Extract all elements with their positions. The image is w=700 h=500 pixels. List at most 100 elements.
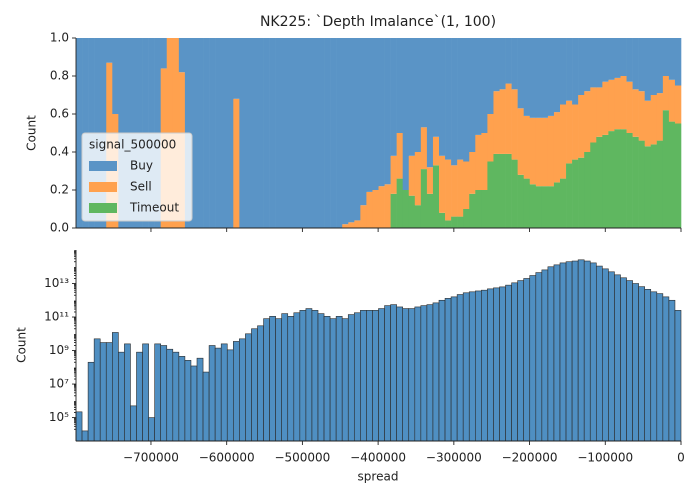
histogram-bar [487, 161, 494, 228]
histogram-bar [463, 161, 470, 209]
histogram-bar [614, 129, 621, 228]
histogram-bar [445, 159, 452, 221]
histogram-bar [311, 38, 319, 228]
histogram-bar [553, 264, 561, 442]
histogram-bar [638, 286, 646, 442]
histogram-bar [251, 38, 258, 228]
histogram-bar [505, 83, 512, 154]
histogram-bar [559, 262, 567, 442]
legend-swatch [89, 203, 117, 213]
histogram-bar [457, 159, 464, 217]
legend-swatch [89, 161, 117, 171]
histogram-bar [638, 140, 645, 228]
x-tick-label: −700000 [123, 451, 179, 465]
histogram-bar [366, 191, 373, 228]
histogram-bar [190, 365, 198, 442]
histogram-bar [402, 38, 410, 190]
histogram-bar [644, 38, 652, 101]
histogram-bar [553, 182, 561, 228]
histogram-bar [214, 347, 222, 442]
histogram-bar [535, 38, 543, 118]
legend-swatch [89, 182, 117, 192]
histogram-bar [596, 136, 603, 228]
histogram-bar [656, 140, 664, 228]
histogram-bar [596, 87, 603, 137]
histogram-bar [487, 114, 494, 162]
histogram-bar [263, 318, 270, 442]
histogram-bar [596, 38, 603, 88]
histogram-bar [378, 308, 385, 442]
histogram-bar [166, 348, 174, 442]
histogram-bar [390, 304, 397, 442]
y-tick-label: 10¹¹ [44, 310, 69, 324]
histogram-bar [475, 38, 482, 135]
histogram-bar [517, 108, 524, 175]
x-tick-label: −400000 [350, 451, 406, 465]
histogram-bar [366, 310, 373, 442]
histogram-bar [341, 318, 349, 442]
histogram-bar [432, 302, 440, 442]
histogram-bar [529, 275, 537, 442]
histogram-bar [203, 38, 210, 228]
histogram-bar [396, 306, 403, 442]
histogram-bar [360, 205, 367, 228]
histogram-bar [668, 38, 676, 80]
histogram-bar [106, 38, 113, 63]
y-tick-label: 10⁹ [49, 343, 69, 357]
histogram-bar [439, 38, 446, 156]
histogram-bar [668, 121, 676, 228]
histogram-bar [560, 38, 567, 105]
histogram-bar [674, 123, 682, 228]
y-axis-label: Count [15, 327, 29, 363]
histogram-bar [517, 38, 524, 109]
histogram-bar [541, 117, 549, 187]
histogram-bar [529, 117, 537, 185]
histogram-bar [590, 38, 597, 88]
histogram-bar [553, 112, 561, 183]
legend-label: Buy [130, 159, 153, 173]
histogram-bar [112, 332, 119, 442]
histogram-bar [426, 167, 434, 194]
histogram-bar [360, 38, 367, 206]
histogram-bar [353, 312, 361, 442]
histogram-bar [257, 38, 264, 228]
histogram-bar [148, 417, 155, 442]
histogram-bar [432, 136, 440, 166]
histogram-bar [644, 100, 652, 147]
y-tick-label: 0.6 [50, 107, 69, 121]
histogram-bar [553, 38, 561, 113]
histogram-bar [523, 38, 531, 116]
histogram-bar [172, 351, 180, 442]
histogram-bar [197, 38, 204, 228]
histogram-bar [287, 316, 295, 442]
y-tick-label: 0.8 [50, 69, 69, 83]
histogram-bar [656, 93, 664, 141]
histogram-bar [511, 282, 518, 442]
histogram-bar [626, 133, 633, 228]
histogram-bar [76, 38, 83, 228]
histogram-bar [281, 38, 289, 228]
histogram-bar [330, 38, 337, 228]
histogram-bar [481, 38, 488, 133]
histogram-bar [396, 38, 403, 133]
histogram-bar [487, 38, 494, 114]
histogram-bar [547, 266, 555, 442]
histogram-bar [305, 38, 313, 228]
histogram-bar [451, 165, 458, 217]
histogram-bar [251, 328, 258, 442]
histogram-bar [674, 38, 682, 86]
histogram-bar [589, 262, 597, 442]
histogram-bar [457, 38, 464, 160]
histogram-bar [493, 38, 500, 92]
histogram-bar [293, 312, 301, 442]
y-tick-label: 10⁷ [49, 377, 69, 391]
histogram-bar [348, 222, 355, 228]
histogram-bar [227, 38, 234, 228]
histogram-bar [517, 174, 524, 228]
histogram-bar [245, 333, 252, 442]
histogram-bar [632, 136, 639, 228]
histogram-bar [342, 224, 349, 228]
histogram-bar [160, 38, 168, 69]
histogram-bar [511, 38, 518, 90]
histogram-bar [445, 220, 452, 228]
